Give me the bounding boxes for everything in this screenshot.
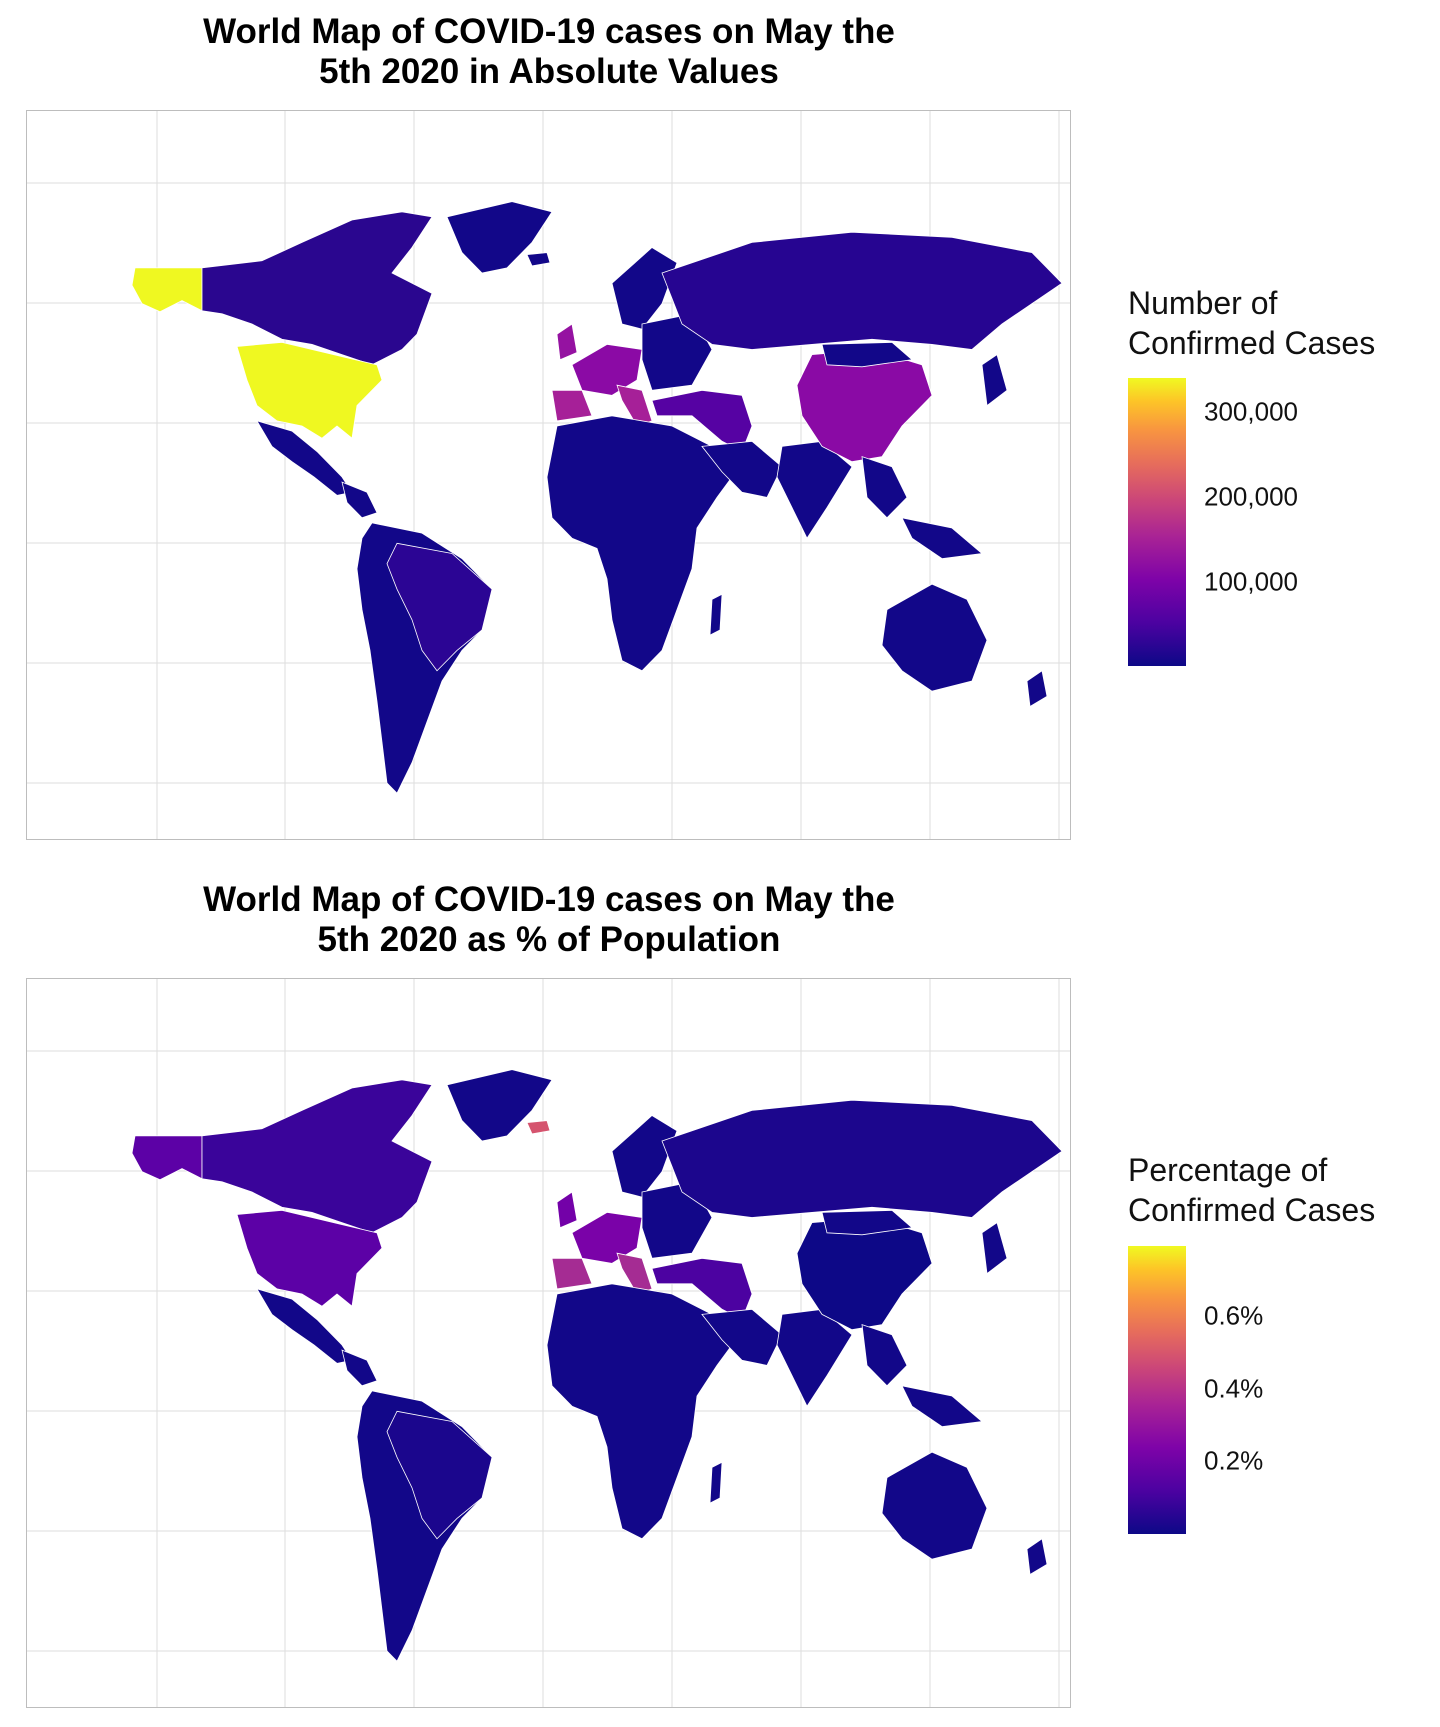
country-greenland[interactable] (446, 201, 553, 274)
country-scandinavia[interactable] (611, 246, 678, 330)
country-russia[interactable] (661, 231, 1063, 350)
legend-title-line1: Percentage of (1128, 1152, 1328, 1188)
country-iceland[interactable] (526, 252, 551, 267)
country-iceland[interactable] (526, 1120, 551, 1135)
world-map-svg (27, 979, 1070, 1707)
country-canada[interactable] (201, 1079, 433, 1234)
country-southeast-asia[interactable] (861, 456, 983, 560)
legend-title-line2: Confirmed Cases (1128, 325, 1376, 361)
country-new-zealand[interactable] (1026, 670, 1048, 708)
country-japan[interactable] (981, 353, 1008, 407)
legend-tick-label: 100,000 (1204, 566, 1298, 597)
legend-tick-label: 200,000 (1204, 481, 1298, 512)
country-brazil[interactable] (386, 542, 493, 672)
country-alaska[interactable] (131, 1135, 203, 1181)
map-title: World Map of COVID-19 cases on May the 5… (26, 880, 1072, 960)
country-alaska[interactable] (131, 267, 203, 313)
country-russia[interactable] (661, 1099, 1063, 1218)
country-mongolia[interactable] (821, 1209, 913, 1236)
map-title-line1: World Map of COVID-19 cases on May the (203, 880, 895, 919)
country-middle-east[interactable] (701, 1308, 783, 1366)
country-japan[interactable] (981, 1221, 1008, 1275)
map-title-line2: 5th 2020 in Absolute Values (319, 52, 779, 91)
legend-tick-label: 0.6% (1204, 1300, 1264, 1331)
country-mexico[interactable] (256, 420, 353, 496)
country-usa[interactable] (236, 1209, 383, 1307)
country-usa[interactable] (236, 341, 383, 439)
map-title-line2: 5th 2020 as % of Population (317, 920, 781, 959)
legend-title-line2: Confirmed Cases (1128, 1192, 1376, 1228)
country-uk[interactable] (556, 323, 578, 361)
country-middle-east[interactable] (701, 440, 783, 498)
legend-tick-label: 0.4% (1204, 1373, 1264, 1404)
country-brazil[interactable] (386, 1410, 493, 1540)
legend-title-line1: Number of (1128, 285, 1278, 321)
country-new-zealand[interactable] (1026, 1538, 1048, 1576)
legend-title: Percentage of Confirmed Cases (1128, 1150, 1375, 1230)
country-greenland[interactable] (446, 1069, 553, 1142)
country-southeast-asia[interactable] (861, 1324, 983, 1428)
country-uk[interactable] (556, 1191, 578, 1229)
country-mongolia[interactable] (821, 341, 913, 368)
legend-tick-label: 300,000 (1204, 396, 1298, 427)
map-title-line1: World Map of COVID-19 cases on May the (203, 12, 895, 51)
country-central-america[interactable] (341, 481, 378, 519)
legend-color-bar (1128, 378, 1186, 666)
legend-title: Number of Confirmed Cases (1128, 283, 1375, 363)
country-scandinavia[interactable] (611, 1114, 678, 1198)
country-australia[interactable] (881, 583, 988, 692)
map-title: World Map of COVID-19 cases on May the 5… (26, 12, 1072, 92)
country-australia[interactable] (881, 1451, 988, 1560)
country-madagascar[interactable] (709, 1461, 723, 1504)
world-map[interactable] (26, 978, 1071, 1708)
legend-color-bar (1128, 1246, 1186, 1534)
country-mexico[interactable] (256, 1288, 353, 1364)
world-map[interactable] (26, 110, 1071, 840)
country-canada[interactable] (201, 211, 433, 366)
country-madagascar[interactable] (709, 593, 723, 636)
world-map-svg (27, 111, 1070, 839)
country-central-america[interactable] (341, 1349, 378, 1387)
legend-tick-label: 0.2% (1204, 1445, 1264, 1476)
